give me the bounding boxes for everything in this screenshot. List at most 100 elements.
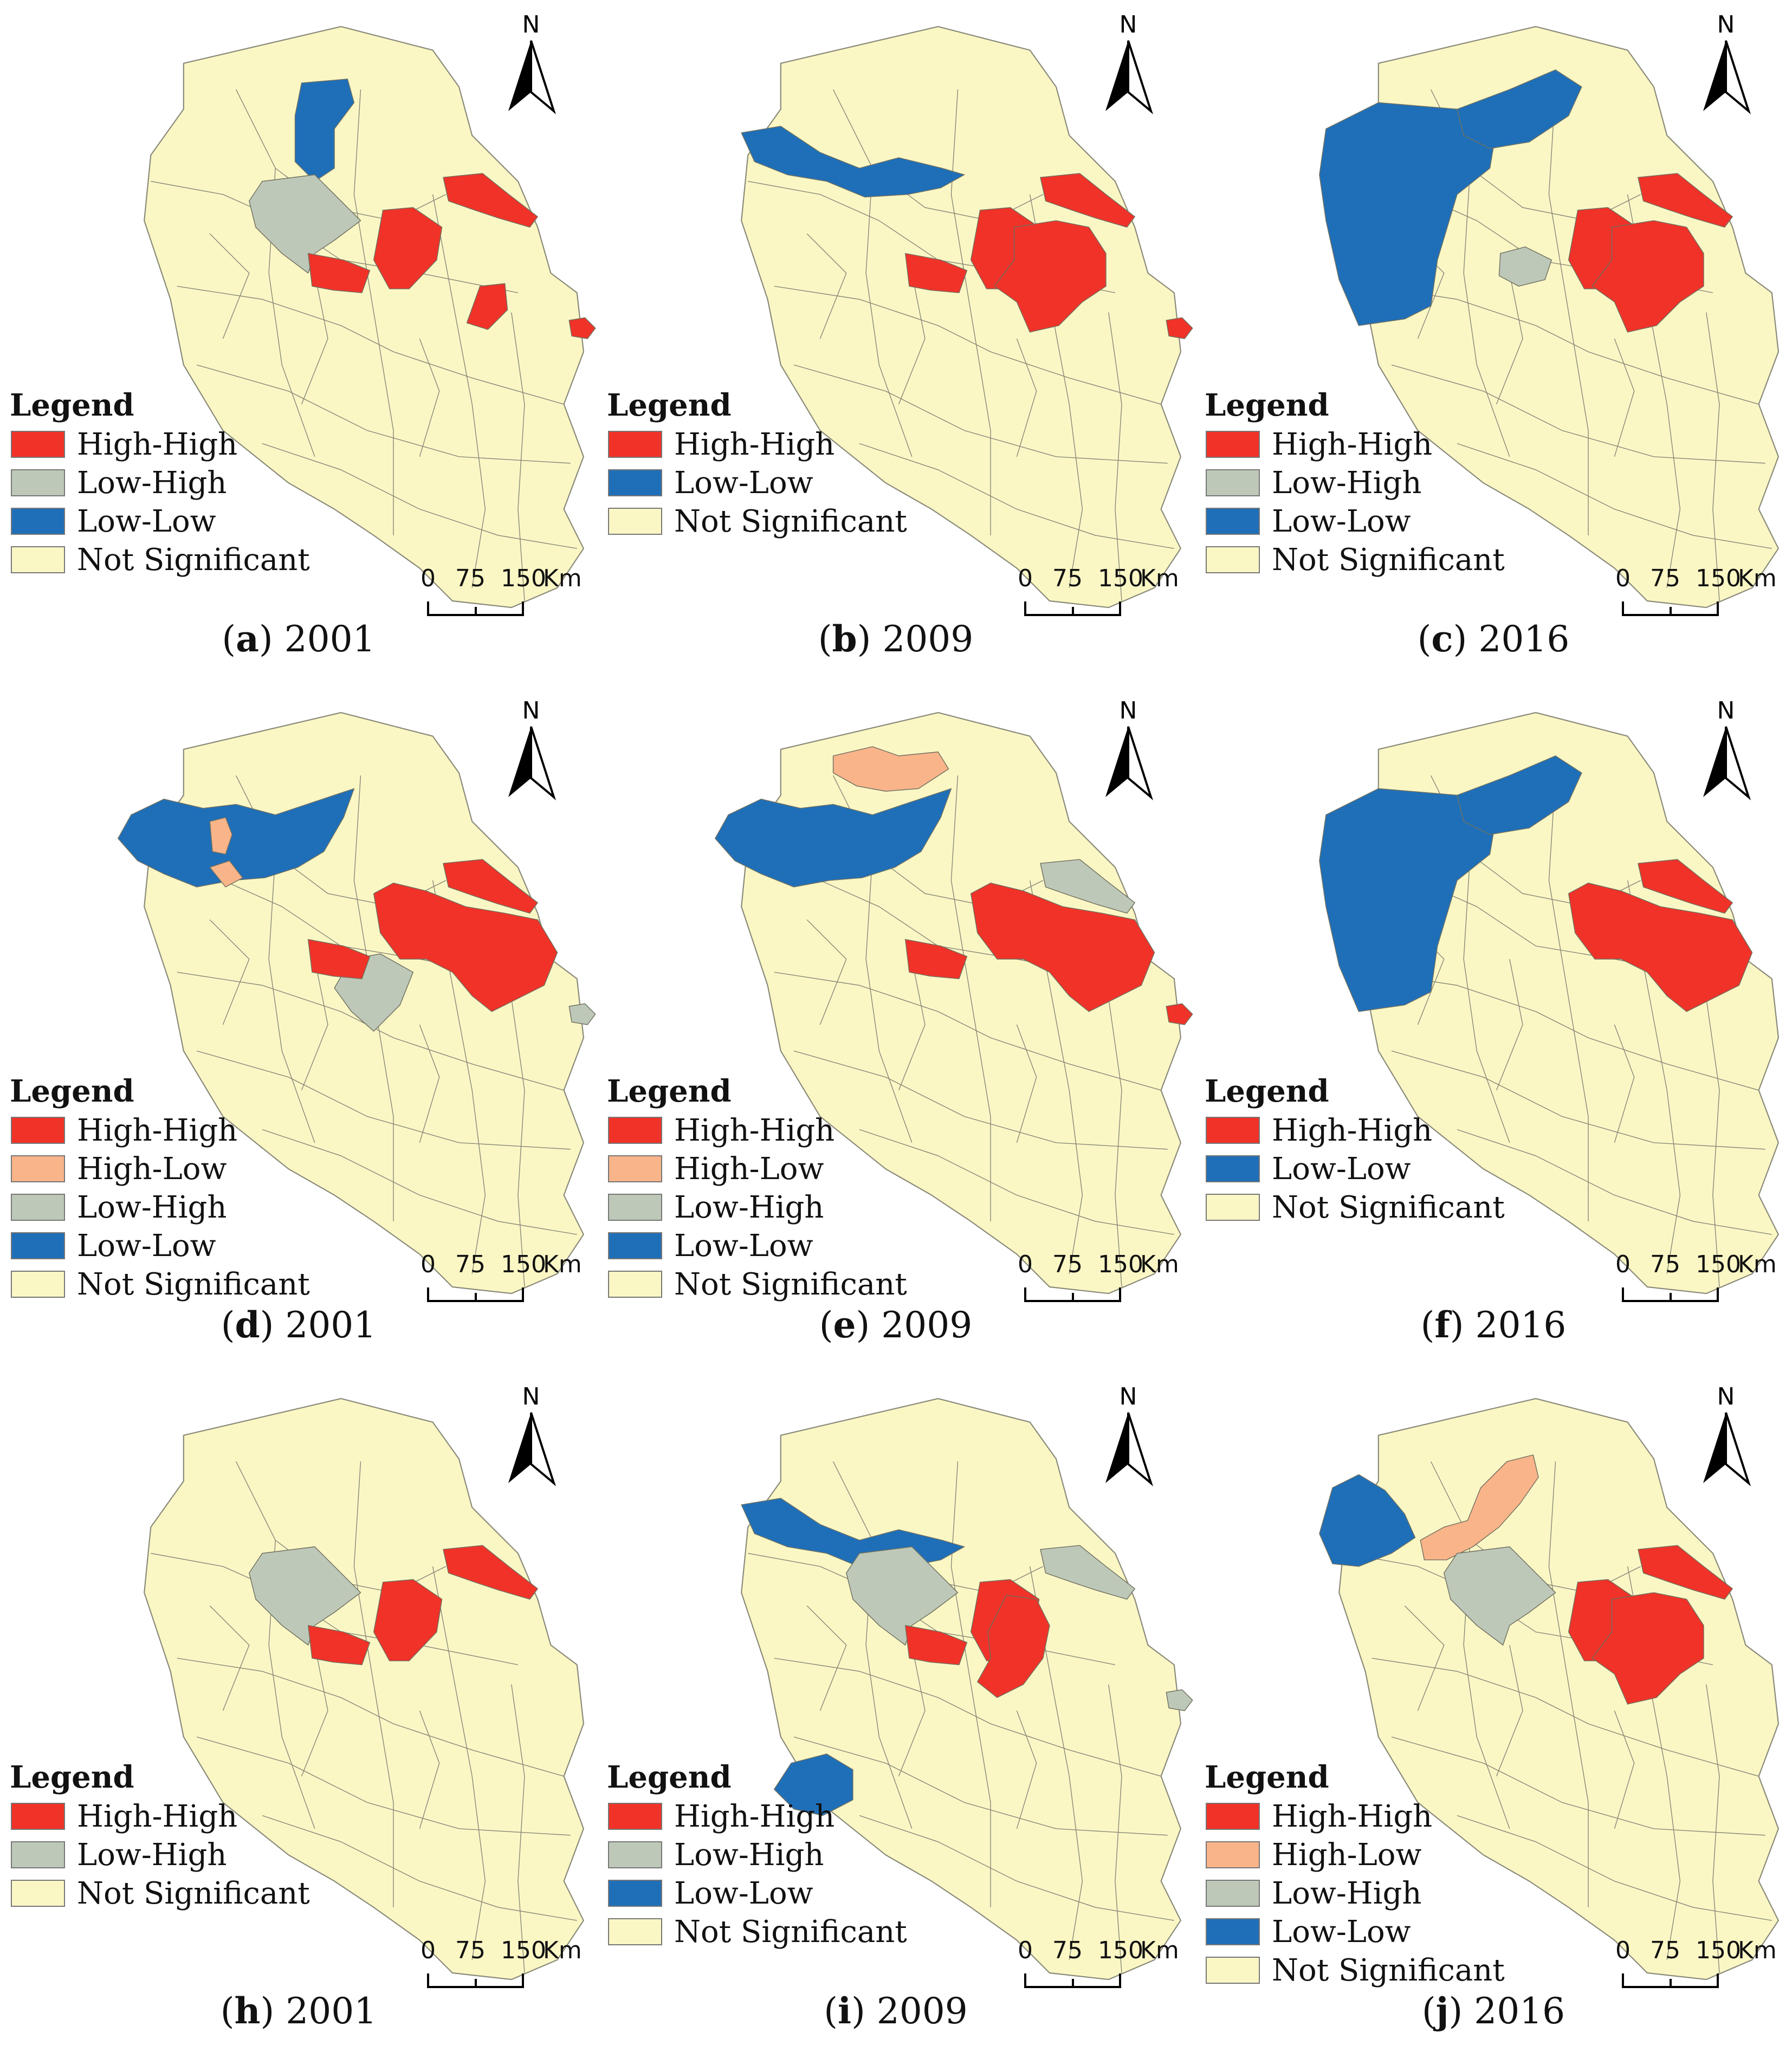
region-low-high xyxy=(1498,246,1552,287)
county-boundary xyxy=(196,1736,571,1836)
region-low-low xyxy=(294,79,355,182)
scale-tick-label: 0 xyxy=(420,1251,436,1278)
legend-item: High-Low xyxy=(1206,1837,1422,1873)
scale-bar xyxy=(1024,1287,1121,1302)
scale-tick-label: 75 xyxy=(455,565,486,592)
legend-item: Low-High xyxy=(11,1190,227,1225)
legend-swatch xyxy=(11,508,65,535)
region-high-high xyxy=(904,1625,968,1666)
county-boundary xyxy=(898,273,926,405)
legend-label: Low-Low xyxy=(1272,1914,1411,1950)
legend-item: Low-High xyxy=(1206,465,1422,501)
legend-label: Low-High xyxy=(674,1189,824,1225)
legend-swatch xyxy=(11,1880,65,1907)
region-high-high xyxy=(1638,859,1733,914)
county-boundary xyxy=(262,443,577,549)
legend-swatch xyxy=(1206,508,1260,535)
legend-label: High-High xyxy=(1272,1798,1433,1834)
legend-swatch xyxy=(1206,1841,1260,1868)
legend-swatch xyxy=(1206,1880,1260,1907)
county-boundary xyxy=(262,1815,577,1921)
legend-label: High-Low xyxy=(1272,1837,1422,1873)
legend-label: Low-Low xyxy=(1272,1151,1411,1187)
county-boundary xyxy=(859,1129,1174,1235)
county-boundary xyxy=(419,338,440,457)
region-low-low xyxy=(773,1753,853,1816)
county-boundary xyxy=(793,1736,1168,1836)
region-high-high xyxy=(904,253,968,294)
scale-unit-label: Km xyxy=(1140,1937,1179,1964)
county-boundary xyxy=(262,1129,577,1235)
region-high-high xyxy=(1040,173,1135,228)
county-boundary xyxy=(793,364,1168,464)
region-low-high xyxy=(249,1546,361,1646)
legend-swatch xyxy=(1206,431,1260,458)
county-boundary xyxy=(196,1050,571,1150)
legend-title: Legend xyxy=(607,1073,732,1109)
map-panel-a: N 0 75 150 Km Legend High-High Low-High Low-Low N… xyxy=(0,0,597,686)
legend-item: Not Significant xyxy=(1206,1189,1505,1225)
legend-label: Low-Low xyxy=(674,465,813,501)
region-not-significant xyxy=(144,25,584,609)
legend-label: Not Significant xyxy=(77,1266,310,1302)
legend-label: Low-Low xyxy=(674,1875,813,1911)
region-low-low xyxy=(741,126,965,198)
county-boundary xyxy=(1463,168,1510,457)
county-boundary xyxy=(209,919,250,1025)
county-boundary xyxy=(1372,286,1759,405)
legend-label: Not Significant xyxy=(1272,1189,1505,1225)
county-boundary xyxy=(806,919,847,1025)
legend-swatch xyxy=(11,1117,65,1144)
map-panel-b: N 0 75 150 Km Legend High-High Low-Low Not Signi… xyxy=(597,0,1194,686)
legend-title: Legend xyxy=(10,1073,134,1109)
scale-tick-label: 0 xyxy=(1615,1251,1631,1278)
legend-label: Not Significant xyxy=(1272,1952,1505,1988)
region-high-high xyxy=(373,207,443,289)
legend-label: Not Significant xyxy=(674,1266,907,1302)
region-low-low xyxy=(118,788,355,888)
county-boundary xyxy=(950,775,991,1222)
county-boundary xyxy=(511,312,525,601)
legend-item: Not Significant xyxy=(11,542,310,578)
region-high-high xyxy=(373,882,558,1012)
county-boundary xyxy=(511,1684,525,1973)
legend-label: Low-High xyxy=(1272,465,1422,501)
region-low-low xyxy=(1457,755,1582,835)
legend-label: High-High xyxy=(674,1112,835,1148)
map-panel-i: N 0 75 150 Km Legend High-High Low-High Low-Low N… xyxy=(597,1372,1194,2058)
north-arrow-icon: N xyxy=(1105,11,1154,114)
county-boundary xyxy=(950,1461,991,1908)
scale-tick-label: 150 xyxy=(501,565,546,592)
legend-label: Low-Low xyxy=(1272,503,1411,539)
county-boundary xyxy=(353,89,394,536)
county-boundary xyxy=(1404,1605,1445,1711)
scale-tick-label: 0 xyxy=(420,565,436,592)
county-boundary xyxy=(806,233,847,339)
scale-bar xyxy=(1024,601,1121,616)
scale-tick-label: 0 xyxy=(1615,565,1631,592)
scale-unit-label: Km xyxy=(1140,565,1179,592)
panel-caption: (j) 2016 xyxy=(1421,1990,1565,2032)
county-boundary xyxy=(1496,959,1523,1091)
legend-item: High-High xyxy=(11,1799,237,1834)
scale-tick-label: 150 xyxy=(501,1937,546,1964)
region-high-high xyxy=(443,859,538,914)
county-boundary xyxy=(419,1024,440,1143)
region-high-high xyxy=(307,939,371,980)
scale-tick-label: 75 xyxy=(1052,1251,1083,1278)
legend-label: Not Significant xyxy=(674,1914,907,1950)
legend-label: High-High xyxy=(1272,426,1433,462)
county-boundary xyxy=(1016,1710,1037,1829)
county-boundary xyxy=(301,273,328,405)
legend-title: Legend xyxy=(10,1759,134,1795)
legend-swatch xyxy=(11,1271,65,1298)
legend-item: Low-Low xyxy=(608,1228,813,1264)
legend-item: Low-Low xyxy=(1206,1914,1411,1950)
legend-label: Low-High xyxy=(674,1837,824,1873)
scale-unit-label: Km xyxy=(543,565,582,592)
region-high-high xyxy=(1568,882,1753,1012)
county-boundary xyxy=(1614,338,1635,457)
county-boundary xyxy=(859,443,1174,549)
legend-title: Legend xyxy=(607,1759,732,1795)
legend-swatch xyxy=(11,1155,65,1182)
